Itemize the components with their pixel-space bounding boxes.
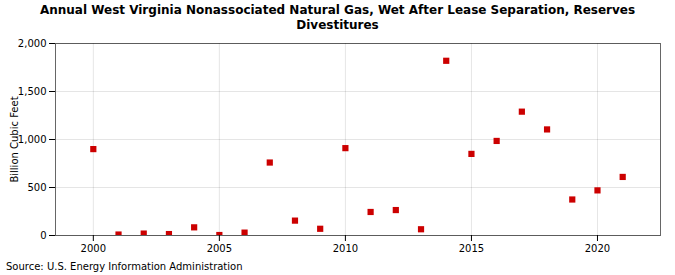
svg-text:2005: 2005 <box>207 243 232 254</box>
svg-text:2000: 2000 <box>81 243 106 254</box>
svg-text:1,500: 1,500 <box>18 86 47 97</box>
svg-text:2015: 2015 <box>459 243 484 254</box>
svg-text:1,000: 1,000 <box>18 134 47 145</box>
svg-text:0: 0 <box>40 230 46 241</box>
svg-text:Billion Cubic Feet: Billion Cubic Feet <box>9 96 20 182</box>
svg-text:2010: 2010 <box>333 243 358 254</box>
svg-text:2,000: 2,000 <box>18 38 47 49</box>
html-text:Source: U.S. Energy Informatio: Source: U.S. Energy Information Administ… <box>6 261 243 272</box>
svg-text:2020: 2020 <box>585 243 610 254</box>
html-text:Annual West Virginia Nonassoci: Annual West Virginia Nonassociated Natur… <box>39 3 636 32</box>
svg-text:500: 500 <box>27 182 46 193</box>
